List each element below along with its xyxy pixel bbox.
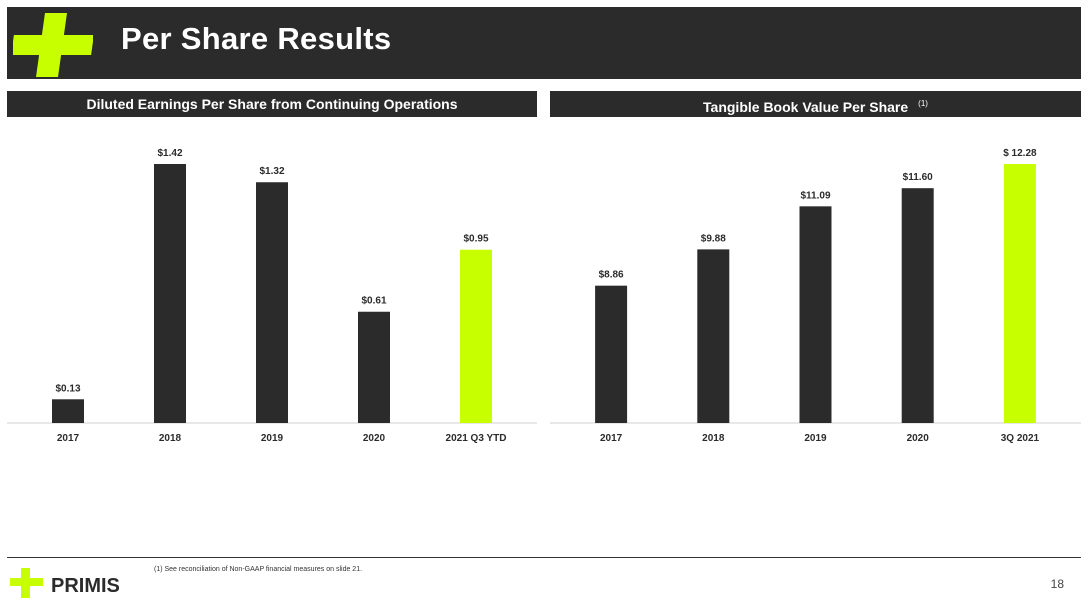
tbv-section-header: Tangible Book Value Per Share (1) xyxy=(550,91,1081,117)
eps-category-label: 2019 xyxy=(261,433,284,444)
tbv-data-label: $8.86 xyxy=(599,270,624,281)
tbv-footnote-marker: (1) xyxy=(918,99,928,108)
tbv-category-label: 2019 xyxy=(804,433,827,444)
footnote: (1) See reconciliation of Non-GAAP finan… xyxy=(154,566,363,573)
tbv-bar-chart: $8.86 2017 $9.88 2018 $11.09 2019 $11.60 2020 $ … xyxy=(550,148,1081,444)
tbv-section-title: Tangible Book Value Per Share xyxy=(703,99,909,115)
tbv-data-label: $11.09 xyxy=(800,190,830,201)
eps-bar-chart: $0.13 2017 $1.42 2018 $1.32 2019 $0.61 2020 $0.9… xyxy=(7,148,537,444)
eps-data-label: $0.13 xyxy=(55,383,80,394)
page-title: Per Share Results xyxy=(121,21,392,56)
eps-data-label: $1.42 xyxy=(157,148,182,159)
tbv-data-label: $11.60 xyxy=(903,172,933,183)
eps-bar xyxy=(256,182,288,423)
tbv-bar xyxy=(1003,164,1036,423)
primis-cross-logo-icon xyxy=(13,13,93,77)
brand-wordmark: PRIMIS xyxy=(51,575,120,597)
eps-bar xyxy=(358,311,390,423)
tbv-category-label: 2020 xyxy=(907,433,930,444)
tbv-bar xyxy=(901,188,934,423)
tbv-category-label: 2017 xyxy=(600,433,623,444)
cross-icon xyxy=(10,568,43,598)
eps-data-label: $1.32 xyxy=(259,166,284,177)
eps-data-label: $0.95 xyxy=(463,234,488,245)
eps-data-label: $0.61 xyxy=(361,296,386,307)
eps-category-label: 2021 Q3 YTD xyxy=(446,433,507,444)
eps-bar xyxy=(460,249,492,423)
tbv-bar xyxy=(697,249,730,423)
footer-divider xyxy=(7,557,1081,558)
eps-section-title: Diluted Earnings Per Share from Continui… xyxy=(86,96,458,112)
tbv-bar xyxy=(595,285,628,423)
eps-category-label: 2020 xyxy=(363,433,386,444)
title-bar: Per Share Results xyxy=(7,7,1081,79)
page-number: 18 xyxy=(1050,577,1064,591)
tbv-category-label: 2018 xyxy=(702,433,725,444)
eps-category-label: 2018 xyxy=(159,433,182,444)
tbv-data-label: $ 12.28 xyxy=(1003,148,1037,159)
tbv-bar xyxy=(799,206,832,423)
tbv-category-label: 3Q 2021 xyxy=(1001,433,1040,444)
eps-category-label: 2017 xyxy=(57,433,80,444)
eps-bar xyxy=(52,399,84,423)
primis-footer-logo: PRIMIS xyxy=(10,568,120,598)
eps-bar xyxy=(154,164,186,423)
tbv-data-label: $9.88 xyxy=(701,233,726,244)
eps-section-header: Diluted Earnings Per Share from Continui… xyxy=(7,91,537,117)
